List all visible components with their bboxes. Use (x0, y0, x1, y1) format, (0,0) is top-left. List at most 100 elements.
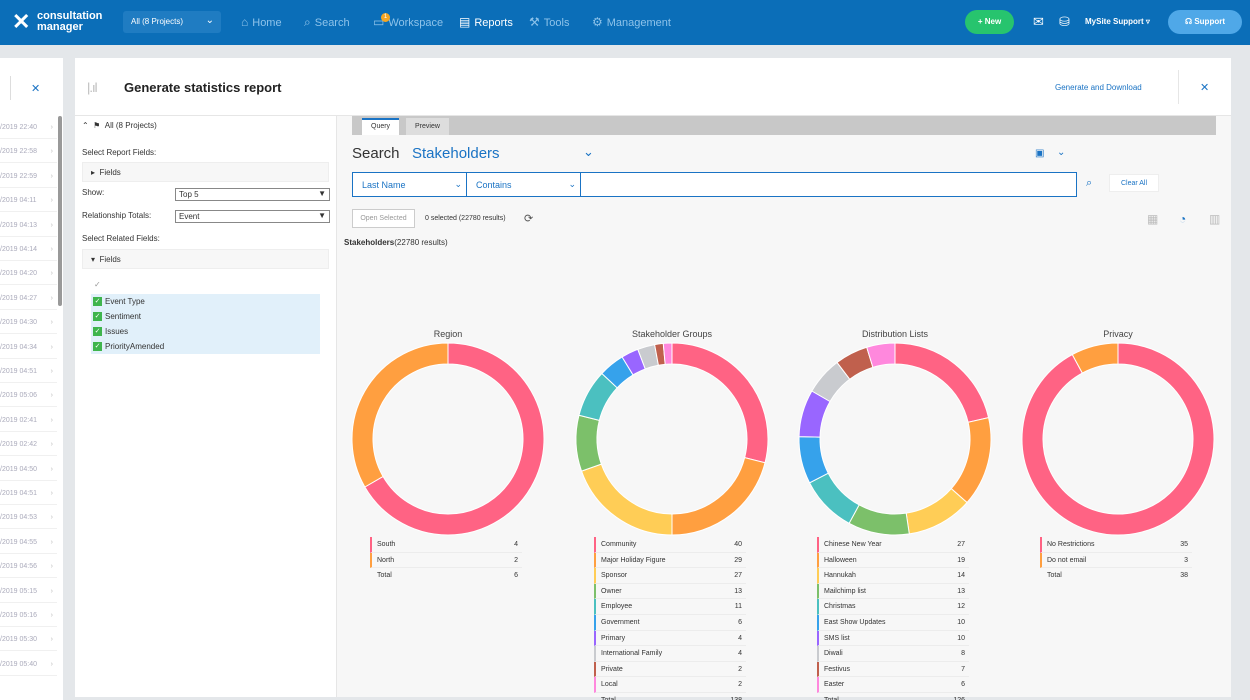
site-selector[interactable]: MySite Support ▿ (1085, 17, 1150, 26)
timestamp-row[interactable]: /2019 05:40 › (0, 654, 57, 676)
nav-reports[interactable]: ▤ Reports (459, 15, 513, 30)
chevron-right-icon: › (50, 636, 53, 644)
timestamp-row[interactable]: /2019 22:40 › (0, 117, 57, 139)
donut-slice-owner[interactable] (575, 414, 602, 472)
timestamp-row[interactable]: /2019 05:06 › (0, 385, 57, 408)
legend-total-value: 6 (514, 572, 518, 580)
scrollbar-thumb[interactable] (58, 116, 62, 306)
donut-slice-easter[interactable] (866, 342, 896, 368)
timestamp-row[interactable]: /2019 04:51 › (0, 483, 57, 505)
generate-and-download-link[interactable]: Generate and Download (1055, 83, 1142, 92)
filter-field-select[interactable]: Last Name ⌄ (352, 172, 467, 197)
legend-value: 29 (734, 556, 742, 564)
timestamp-row[interactable]: /2019 05:16 › (0, 605, 57, 627)
legend-label: Primary (601, 634, 626, 642)
chevron-right-icon: › (50, 465, 53, 473)
timestamp-row[interactable]: /2019 04:55 › (0, 532, 57, 554)
donut-slice-east-show-updates[interactable] (798, 436, 829, 484)
nav-management[interactable]: ⚙ Management (592, 15, 671, 30)
donut-slice-hannukah[interactable] (905, 487, 968, 535)
timestamp-row[interactable]: /2019 02:42 › (0, 434, 57, 457)
legend-value: 19 (957, 556, 965, 564)
mail-icon[interactable]: ✉ (1033, 14, 1044, 29)
field-checkbox-event-type[interactable]: ✓ Event Type (91, 294, 320, 309)
scope-row[interactable]: ⌃ ⚑ All (8 Projects) (82, 121, 157, 130)
donut-slice-halloween[interactable] (950, 417, 992, 504)
legend-value: 13 (957, 587, 965, 595)
nav-tools[interactable]: ⚒ Tools (529, 15, 569, 30)
donut-slice-community[interactable] (671, 342, 769, 464)
relationship-totals-select[interactable]: Event ▼ (175, 210, 330, 223)
show-select[interactable]: Top 5 ▼ (175, 188, 330, 201)
timestamp-row[interactable]: /2019 04:20 › (0, 263, 57, 286)
nav-home[interactable]: ⌂ Home (241, 15, 282, 30)
new-button[interactable]: + New (965, 10, 1014, 34)
refresh-icon[interactable]: ⟳ (524, 213, 534, 225)
donut-slice-major-holiday-figure[interactable] (671, 456, 766, 536)
table-view-icon[interactable]: ▦ (1147, 212, 1159, 226)
filter-operator-select[interactable]: Contains ⌄ (466, 172, 581, 197)
timestamp-label: /2019 05:30 (0, 636, 37, 644)
timestamp-row[interactable]: /2019 04:30 › (0, 312, 57, 335)
timestamp-label: /2019 04:14 (0, 246, 37, 253)
donut-slice-christmas[interactable] (808, 472, 860, 524)
chart-title: Privacy (1103, 329, 1133, 339)
donut-slice-no-restrictions[interactable] (1021, 342, 1215, 536)
timestamp-row[interactable]: /2019 04:27 › (0, 288, 57, 310)
timestamp-row[interactable]: /2019 05:30 › (0, 629, 57, 652)
donut-slice-north[interactable] (351, 342, 449, 488)
donut-slice-do-not-email[interactable] (1071, 342, 1119, 374)
chevron-down-icon[interactable]: ⌄ (1057, 147, 1066, 158)
field-checkbox-sentiment[interactable]: ✓ Sentiment (91, 309, 320, 324)
chevron-down-icon[interactable]: ⌄ (583, 144, 594, 159)
timestamp-row[interactable]: /2019 04:14 › (0, 239, 57, 261)
support-button[interactable]: ☊ Support (1168, 10, 1242, 34)
legend-label: Local (601, 681, 618, 689)
nav-workspace[interactable]: ▭ Workspace (373, 15, 443, 30)
chart-view-icon[interactable]: ◔ (1179, 212, 1187, 226)
report-fields-toggle[interactable]: ▸ Fields (82, 162, 329, 182)
timestamp-row[interactable]: /2019 22:59 › (0, 166, 57, 188)
related-fields-toggle-label: Fields (99, 255, 121, 264)
timestamp-row[interactable]: /2019 04:13 › (0, 215, 57, 237)
related-fields-toggle[interactable]: ▾ Fields (82, 249, 329, 269)
timestamp-row[interactable]: /2019 04:51 › (0, 361, 57, 383)
save-icon[interactable]: ▣ (1035, 148, 1045, 159)
legend-row: Government 6 (594, 614, 746, 631)
timestamp-label: /2019 22:40 (0, 124, 37, 131)
legend-value: 4 (738, 650, 742, 658)
timestamp-row[interactable]: /2019 04:50 › (0, 459, 57, 481)
timestamp-row[interactable]: /2019 04:53 › (0, 507, 57, 530)
tab-query[interactable]: Query (362, 118, 400, 135)
nav-search[interactable]: ⌕ Search (304, 15, 350, 30)
inbox-icon[interactable]: ⛁ (1059, 14, 1070, 29)
timestamp-row[interactable]: /2019 04:11 › (0, 190, 57, 213)
donut-slice-sponsor[interactable] (580, 463, 673, 536)
search-icon[interactable]: ⌕ (1086, 177, 1093, 189)
legend-row: Do not email 3 (1040, 552, 1192, 569)
legend-row: Community 40 (594, 537, 746, 553)
legend-value: 11 (734, 603, 742, 611)
close-icon[interactable]: ✕ (31, 83, 41, 95)
clear-all-button[interactable]: Clear All (1109, 174, 1159, 192)
project-select[interactable]: All (8 Projects) ⌄ (123, 11, 221, 33)
legend-label: Community (601, 541, 637, 548)
search-entity-select[interactable]: Stakeholders (412, 145, 500, 162)
donut-slice-south[interactable] (364, 342, 545, 536)
donut-slice-mailchimp-list[interactable] (848, 504, 910, 536)
timestamp-row[interactable]: /2019 05:15 › (0, 581, 57, 603)
close-panel-icon[interactable]: ✕ (1200, 82, 1210, 94)
timestamp-row[interactable]: /2019 02:41 › (0, 410, 57, 432)
timestamp-row[interactable]: /2019 04:56 › (0, 556, 57, 579)
donut-slice-local[interactable] (662, 342, 673, 365)
open-selected-button[interactable]: Open Selected (352, 209, 415, 228)
filter-value-input[interactable] (580, 172, 1077, 197)
app-logo[interactable]: ✕ consultation manager (12, 9, 107, 37)
timestamp-row[interactable]: /2019 22:58 › (0, 141, 57, 164)
donut-slice-chinese-new-year[interactable] (894, 342, 990, 423)
field-checkbox-issues[interactable]: ✓ Issues (91, 324, 320, 339)
tab-preview[interactable]: Preview (406, 118, 449, 135)
map-view-icon[interactable]: ▥ (1209, 212, 1221, 226)
timestamp-row[interactable]: /2019 04:34 › (0, 337, 57, 359)
field-checkbox-priority-amended[interactable]: ✓ PriorityAmended (91, 339, 320, 354)
